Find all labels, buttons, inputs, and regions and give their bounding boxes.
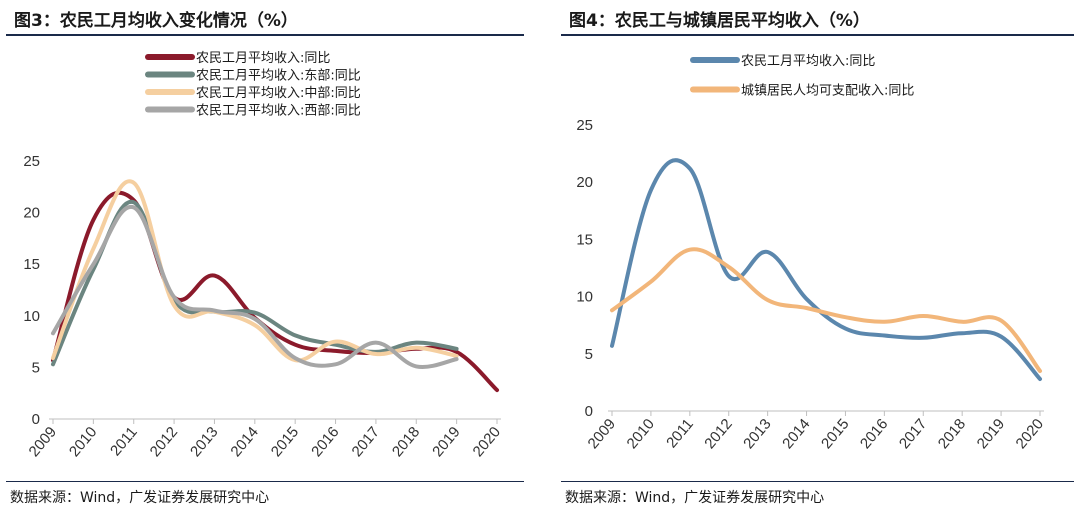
x-tick-label: 2019	[429, 424, 463, 460]
y-tick-label: 15	[576, 231, 593, 248]
y-tick-label: 5	[585, 346, 593, 363]
y-tick-label: 0	[585, 403, 593, 420]
x-tick-label: 2009	[26, 424, 60, 460]
y-tick-label: 20	[576, 174, 593, 191]
legend-label-2: 农民工月平均收入:东部:同比	[196, 69, 361, 84]
x-tick-label: 2010	[66, 424, 100, 460]
y-tick-label: 0	[32, 411, 40, 428]
series-line-2	[610, 247, 1042, 373]
series-line-1	[51, 190, 499, 393]
x-tick-label: 2014	[779, 416, 813, 452]
x-tick-label: 2018	[389, 424, 423, 460]
left-title-rule	[6, 34, 524, 36]
y-tick-label: 15	[23, 256, 40, 273]
x-tick-label: 2016	[308, 424, 342, 460]
x-tick-label: 2017	[896, 416, 930, 452]
x-tick-label: 2011	[107, 424, 141, 460]
left-source-note: 数据来源：Wind，广发证券发展研究中心	[10, 490, 270, 506]
x-tick-label: 2020	[470, 424, 504, 460]
x-tick-label: 2019	[974, 416, 1008, 452]
left-chart-panel: 图3：农民工月均收入变化情况（%） 0 5 10 15 20 25 2009 2010 2011…	[0, 0, 530, 511]
x-tick-label: 2020	[1013, 416, 1047, 452]
right-title-rule	[561, 34, 1074, 36]
x-tick-label: 2010	[623, 416, 657, 452]
left-chart-title: 图3：农民工月均收入变化情况（%）	[14, 11, 298, 31]
x-tick-label: 2015	[268, 424, 302, 460]
legend-label-4: 农民工月平均收入:西部:同比	[196, 104, 361, 119]
x-tick-label: 2014	[227, 424, 261, 460]
x-tick-label: 2009	[585, 416, 619, 452]
series-line-4	[51, 204, 459, 369]
series-line-1	[610, 158, 1042, 381]
legend-label-2: 城镇居民人均可支配收入:同比	[741, 84, 914, 99]
left-source-rule	[6, 481, 524, 482]
x-tick-label: 2012	[147, 424, 181, 460]
y-tick-label: 25	[576, 117, 593, 134]
y-tick-label: 25	[23, 153, 40, 170]
legend-label-1: 农民工月平均收入:同比	[196, 51, 330, 66]
x-tick-label: 2015	[818, 416, 852, 452]
x-tick-label: 2012	[701, 416, 735, 452]
x-tick-label: 2011	[663, 416, 697, 452]
series-line-3	[51, 179, 459, 363]
x-tick-label: 2013	[187, 424, 221, 460]
x-tick-label: 2016	[857, 416, 891, 452]
x-tick-label: 2017	[348, 424, 382, 460]
right-source-note: 数据来源：Wind，广发证券发展研究中心	[565, 490, 825, 506]
legend-label-1: 农民工月平均收入:同比	[741, 54, 875, 69]
y-tick-label: 5	[32, 359, 40, 376]
y-tick-label: 10	[576, 289, 593, 306]
y-tick-label: 20	[23, 205, 40, 222]
right-chart-panel: 图4：农民工与城镇居民平均收入（%） 0 5 10 15 20 25 2009 2010 201…	[555, 0, 1080, 511]
x-tick-label: 2013	[740, 416, 774, 452]
x-tick-label: 2018	[935, 416, 969, 452]
right-source-rule	[561, 481, 1074, 482]
y-tick-label: 10	[23, 308, 40, 325]
right-chart-title: 图4：农民工与城镇居民平均收入（%）	[569, 11, 870, 31]
legend-label-3: 农民工月平均收入:中部:同比	[196, 86, 361, 101]
